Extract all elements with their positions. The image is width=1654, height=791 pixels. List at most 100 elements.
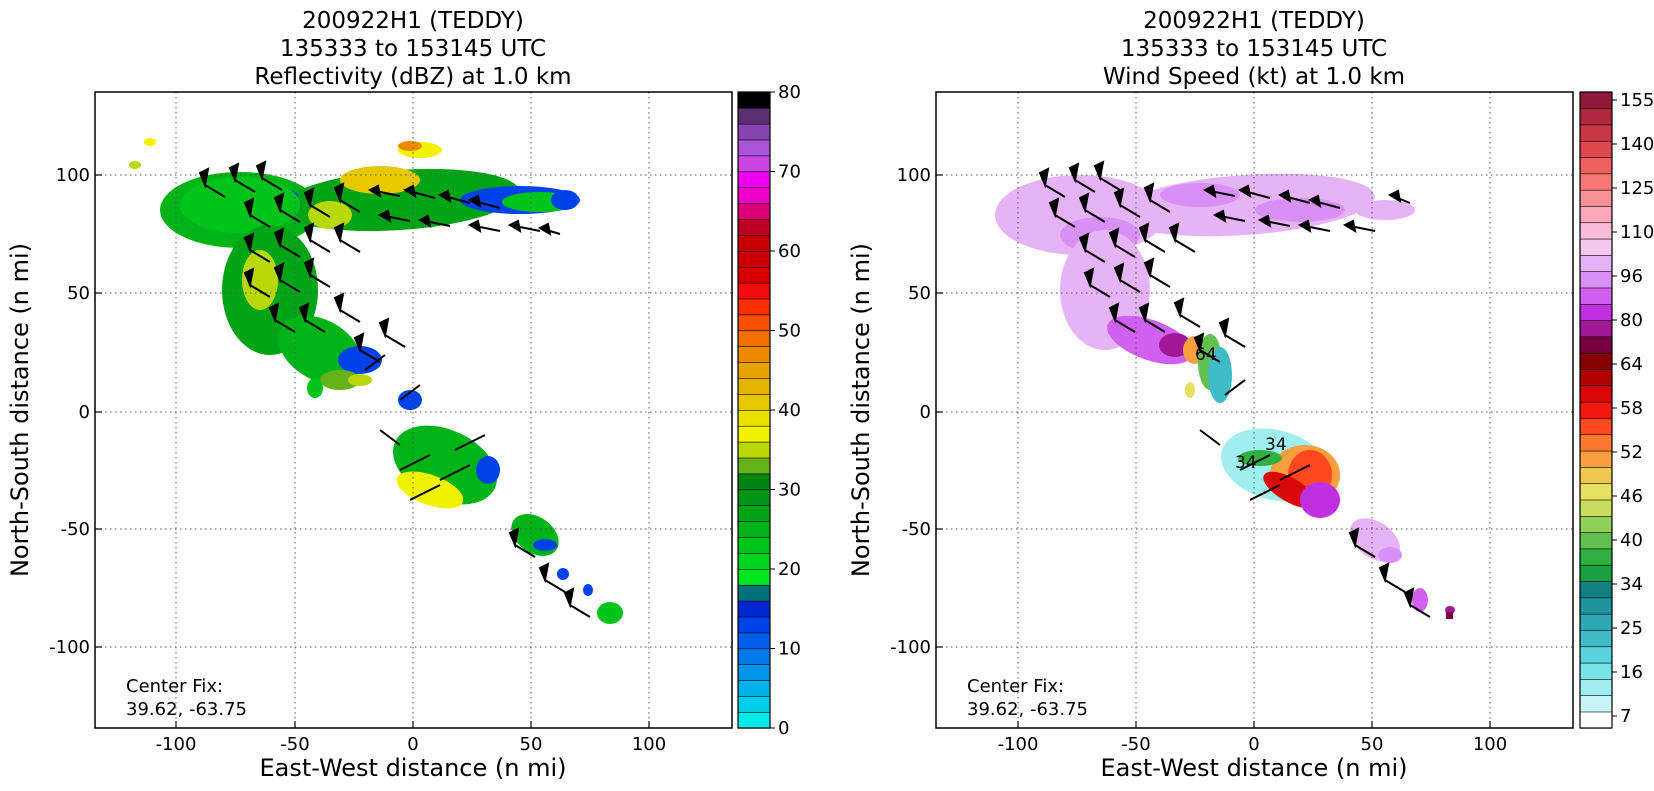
left-colorbar-segment: [737, 266, 771, 284]
left-colorbar-segment: [737, 171, 771, 189]
left-xtick-label-50: 50: [520, 734, 543, 755]
right-barb-23: [1143, 257, 1171, 288]
left-title-line-3: Reflectivity (dBZ) at 1.0 km: [254, 64, 571, 90]
left-barb-27: [353, 332, 381, 363]
left-northwest-band: [222, 225, 382, 398]
left-ytick-label-50: 50: [67, 283, 90, 304]
left-colorbar-segment: [737, 123, 771, 141]
left-colorbar-segment: [737, 282, 771, 300]
left-colorbar-segment: [737, 552, 771, 570]
right-wind-barbs: [1038, 160, 1431, 618]
left-band-nw-d: [338, 346, 382, 374]
right-colorbar-tick-label: 140: [1620, 134, 1654, 155]
right-contour-labels: 34 34 64: [1195, 345, 1287, 473]
left-band-se-e: [583, 584, 593, 596]
left-xtick-label-0: 0: [407, 734, 418, 755]
left-colorbar: [737, 91, 775, 729]
right-barb-32: [1249, 484, 1281, 501]
right-southeast-tail: [1349, 518, 1455, 619]
right-colorbar-segment: [1579, 205, 1613, 224]
right-y-axis-label: North-South distance (n mi): [847, 243, 875, 577]
right-barb-17: [1078, 232, 1106, 263]
left-colorbar-segment: [737, 457, 771, 475]
right-colorbar-tick-label: 155: [1620, 90, 1654, 111]
right-band-se-c: [1412, 588, 1428, 612]
left-colorbar-segment: [737, 346, 771, 363]
left-x-tick-labels: -100 -50 0 50 100: [156, 734, 667, 755]
right-windspeed-field: 34 34 64: [995, 173, 1455, 619]
left-barb-11: [467, 194, 501, 209]
left-xtick-label-neg50: -50: [280, 734, 309, 755]
right-colorbar-tick-label: 52: [1620, 442, 1643, 463]
left-ytick-label-neg50: -50: [61, 519, 90, 540]
left-center-fix-value: 39.62, -63.75: [126, 699, 247, 720]
right-barb-31: [1239, 454, 1271, 471]
left-band-north-m: [551, 190, 579, 210]
right-barb-30: [1199, 429, 1221, 446]
right-colorbar-segment: [1579, 678, 1613, 696]
right-barb-24: [1108, 302, 1136, 333]
right-colorbar-segment: [1579, 417, 1613, 436]
right-colorbar-segment: [1579, 532, 1613, 550]
right-colorbar-segment: [1579, 271, 1613, 289]
right-panel: 200922H1 (TEDDY) 135333 to 153145 UTC Wi…: [847, 8, 1654, 782]
right-x-tick-labels: -100 -50 0 50 100: [998, 734, 1508, 755]
left-colorbar-tick-label: 0: [778, 718, 789, 739]
right-colorbar-segment: [1579, 662, 1613, 680]
left-colorbar-segment: [737, 679, 771, 697]
right-colorbar-frame: [1579, 91, 1613, 729]
right-xtick-label-100: 100: [1473, 734, 1507, 755]
left-colorbar-segment: [737, 91, 771, 109]
right-ytick-label-neg50: -50: [902, 519, 931, 540]
right-northwest-band: [1060, 230, 1232, 403]
right-colorbar-segment: [1579, 466, 1613, 484]
right-barb-12: [1387, 189, 1411, 204]
left-barb-34: [439, 464, 471, 481]
right-colorbar-tick-label: 16: [1620, 662, 1643, 683]
left-southeast-tail: [511, 514, 623, 624]
left-colorbar-segment: [737, 187, 771, 204]
left-barb-20: [333, 222, 361, 253]
right-colorbar-segment: [1579, 303, 1613, 321]
left-barb-36: [508, 527, 536, 558]
left-band-nw-b: [278, 315, 362, 385]
right-colorbar-segment: [1579, 515, 1613, 533]
left-ytick-label-100: 100: [56, 165, 90, 186]
right-title-line-3: Wind Speed (kt) at 1.0 km: [1103, 64, 1405, 90]
left-barb-5: [273, 192, 301, 223]
right-band-north-c: [1355, 200, 1415, 220]
left-colorbar-segment: [737, 314, 771, 332]
left-colorbar-tick-label: 80: [778, 82, 801, 103]
right-colorbar-segment: [1579, 711, 1613, 729]
left-colorbar-segment: [737, 584, 771, 602]
left-colorbar-segment: [737, 425, 771, 443]
left-y-tick-labels: 100 50 0 -50 -100: [49, 165, 90, 658]
right-barb-29: [1224, 379, 1246, 396]
left-barb-1: [198, 167, 226, 198]
left-barb-19: [303, 222, 331, 253]
right-colorbar-segment: [1579, 189, 1613, 207]
right-colorbar-segment: [1579, 287, 1613, 305]
left-colorbar-tick-label: 60: [778, 241, 801, 262]
left-colorbar-segment: [737, 155, 771, 173]
right-x-axis-label: East-West distance (n mi): [1100, 754, 1407, 782]
right-barb-22: [1113, 262, 1141, 293]
right-colorbar-labels: 7 16 25 34 40 46 52 58 64 80 96 110 125 140 155: [1620, 90, 1654, 727]
left-barb-38: [563, 587, 591, 618]
left-colorbar-segment: [737, 441, 771, 459]
left-colorbar-segment: [737, 520, 771, 538]
left-barb-9: [402, 184, 436, 199]
left-barb-16: [537, 222, 561, 237]
left-colorbar-segment: [737, 616, 771, 634]
right-colorbar-segment: [1579, 564, 1613, 582]
right-colorbar-segment: [1579, 108, 1613, 126]
left-colorbar-segment: [737, 203, 771, 220]
right-colorbar-segment: [1579, 613, 1613, 631]
right-xtick-label-neg100: -100: [998, 734, 1039, 755]
right-colorbar-segment: [1579, 646, 1613, 664]
right-colorbar-segment: [1579, 173, 1613, 191]
left-colorbar-segment: [737, 695, 771, 713]
left-barb-30: [399, 384, 421, 401]
right-barb-4: [1048, 197, 1076, 228]
